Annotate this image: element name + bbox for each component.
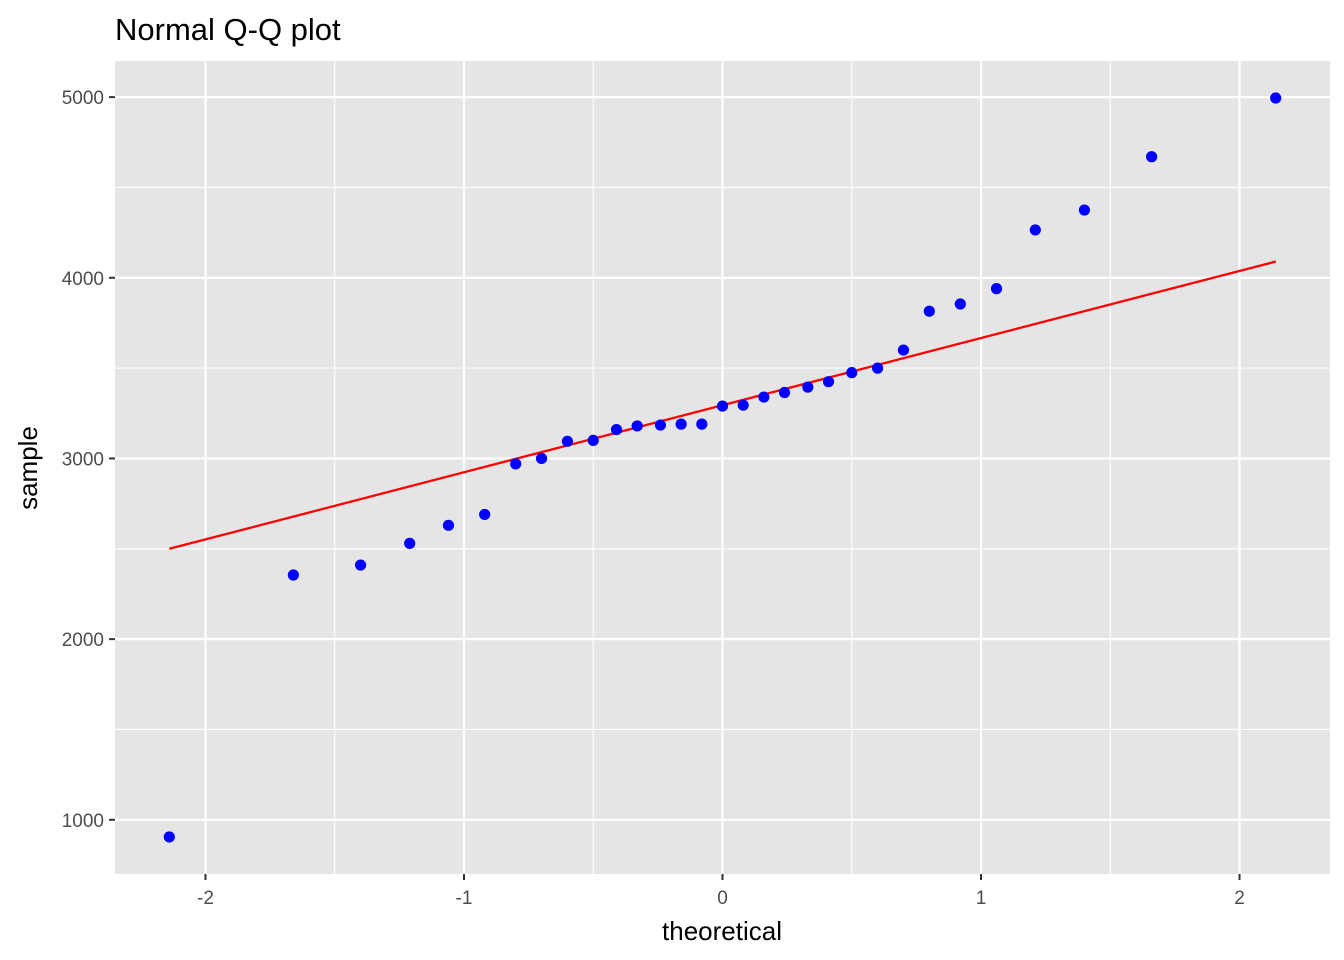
data-point xyxy=(923,305,935,317)
x-tick-label: -1 xyxy=(456,888,473,909)
data-point xyxy=(535,452,548,465)
data-point xyxy=(716,400,729,412)
y-tick-label: 2000 xyxy=(62,630,104,651)
data-point xyxy=(561,435,573,447)
data-point xyxy=(610,423,623,436)
data-point xyxy=(1146,151,1158,163)
y-tick-label: 5000 xyxy=(62,88,104,109)
x-tick-label: -2 xyxy=(197,888,214,909)
data-point xyxy=(1270,92,1282,104)
data-point xyxy=(587,434,599,446)
data-point xyxy=(675,418,687,430)
data-point xyxy=(846,367,858,379)
data-point xyxy=(287,569,299,581)
x-tick-label: 1 xyxy=(976,888,987,909)
y-axis: 1000 2000 3000 4000 5000 xyxy=(62,88,115,832)
data-point xyxy=(737,399,749,411)
data-point xyxy=(872,362,884,374)
data-point xyxy=(897,344,910,356)
x-tick-label: 0 xyxy=(717,888,728,909)
data-point xyxy=(1078,204,1091,216)
chart-title: Normal Q-Q plot xyxy=(115,12,341,47)
data-point xyxy=(654,419,667,431)
data-point xyxy=(631,420,643,432)
data-point xyxy=(778,386,791,399)
y-tick-label: 3000 xyxy=(62,449,104,470)
data-point xyxy=(954,298,966,310)
y-axis-title: sample xyxy=(13,426,43,510)
x-axis-title: theoretical xyxy=(662,916,782,946)
data-point xyxy=(696,418,708,430)
y-tick-label: 1000 xyxy=(62,811,104,832)
data-point xyxy=(822,376,835,388)
data-point xyxy=(802,381,814,393)
points-layer xyxy=(163,92,1282,843)
data-point xyxy=(404,537,416,549)
x-tick-label: 2 xyxy=(1234,888,1245,909)
data-point xyxy=(1029,224,1041,236)
data-point xyxy=(758,391,770,403)
major-gridlines xyxy=(115,61,1330,874)
y-tick-label: 4000 xyxy=(62,269,104,290)
data-point xyxy=(163,831,175,843)
data-point xyxy=(442,519,455,531)
data-point xyxy=(990,283,1003,295)
data-point xyxy=(510,458,522,470)
data-point xyxy=(479,508,491,521)
x-axis: -2 -1 0 1 2 xyxy=(197,874,1245,909)
data-point xyxy=(354,559,367,571)
